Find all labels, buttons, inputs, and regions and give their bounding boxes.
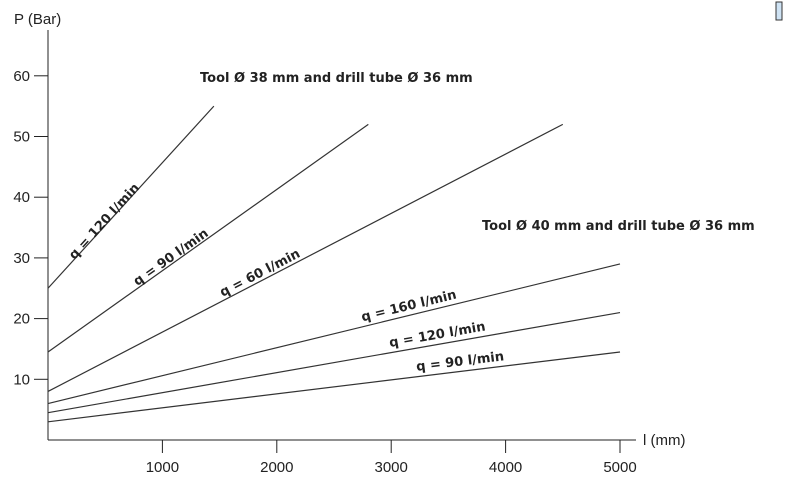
x-tick-label: 4000 [489,459,522,476]
series-label: q = 90 l/min [131,226,212,289]
y-tick-label: 40 [13,189,30,206]
y-tick-label: 50 [13,129,30,146]
series-line [47,311,621,414]
series-line [47,123,564,392]
series-lines [47,105,621,423]
series-line [47,263,621,405]
y-tick-label: 20 [13,311,30,328]
series-label: q = 120 l/min [66,181,143,263]
series-label: q = 160 l/min [360,288,458,326]
series-line [47,105,215,289]
series-label: q = 120 l/min [388,319,487,351]
y-ticks: 10 20 30 40 50 60 [13,68,48,388]
series-line [47,123,369,353]
x-tick-label: 1000 [146,459,179,476]
series-line [47,351,621,423]
x-tick-label: 3000 [375,459,408,476]
y-axis-title: P (Bar) [14,11,61,28]
group-title-38mm: Tool Ø 38 mm and drill tube Ø 36 mm [200,71,473,86]
y-tick-label: 30 [13,250,30,267]
x-tick-label: 2000 [260,459,293,476]
x-tick-label: 5000 [603,459,636,476]
x-axis-title: l (mm) [643,432,685,449]
series-label: q = 60 l/min [218,246,303,300]
x-ticks: 1000 2000 3000 4000 5000 [146,440,637,476]
y-tick-label: 60 [13,68,30,85]
corner-marker [775,1,783,21]
y-tick-label: 10 [13,371,30,388]
group-title-40mm: Tool Ø 40 mm and drill tube Ø 36 mm [482,219,755,234]
